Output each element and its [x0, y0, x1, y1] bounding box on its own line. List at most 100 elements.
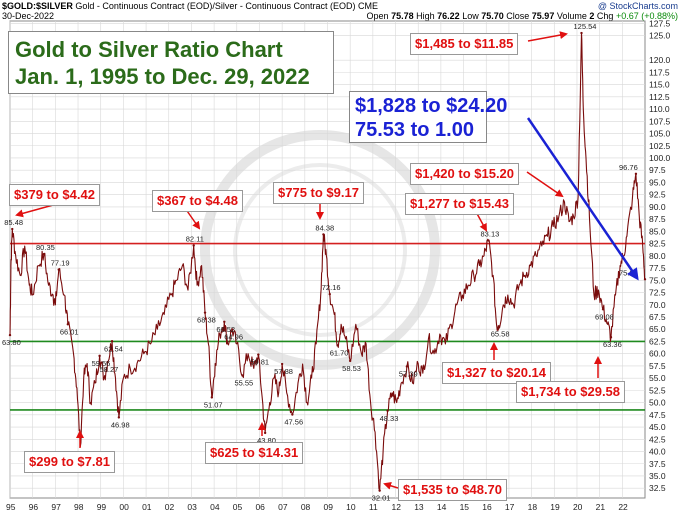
close-value: 75.97: [531, 11, 555, 21]
data-label: 65.58: [491, 329, 510, 338]
y-tick-label: 52.5: [649, 385, 666, 395]
chart-title: Gold to Silver Ratio Chart: [15, 37, 283, 62]
data-label: 64.96: [224, 332, 243, 341]
y-tick-label: 85.0: [649, 226, 666, 236]
annotation-a6: $1,277 to $15.43: [405, 193, 515, 215]
annotation-a8: $625 to $14.31: [205, 442, 304, 464]
data-point: [66, 323, 70, 326]
x-tick-label: 96: [29, 502, 39, 512]
data-point: [378, 489, 381, 492]
annotation-a7: $299 to $7.81: [24, 451, 115, 473]
current-ratio: 75.53 to 1.00: [355, 119, 474, 141]
y-tick-label: 32.5: [649, 483, 666, 493]
data-label: 83.13: [481, 230, 500, 239]
annotation-a4: $1,485 to $11.85: [410, 33, 519, 55]
y-tick-label: 35.0: [649, 471, 666, 481]
watermark-coin-icon: [200, 130, 440, 370]
annotation-a3: $775 to $9.17: [273, 182, 364, 204]
data-label: 57.39: [399, 369, 418, 378]
low-value: 75.70: [481, 11, 504, 21]
y-tick-label: 60.0: [649, 349, 666, 359]
arrow-a5: [526, 171, 564, 198]
annotation-a1: $379 to $4.42: [9, 184, 100, 206]
data-label: 85.48: [4, 218, 23, 227]
annotation-a10: $1,734 to $29.58: [516, 381, 626, 403]
data-label: 55.55: [234, 378, 253, 387]
y-tick-label: 55.0: [649, 373, 666, 383]
data-label: 32.01: [372, 494, 391, 503]
chart-subheader: 30-Dec-2022: [2, 11, 54, 21]
x-tick-label: 15: [460, 502, 470, 512]
y-tick-label: 115.0: [649, 80, 670, 90]
data-point: [601, 308, 605, 311]
y-tick-label: 75.0: [649, 275, 666, 285]
high-value: 76.22: [437, 11, 460, 21]
x-tick-label: 20: [573, 502, 583, 512]
data-point: [328, 292, 331, 296]
data-label: 58.53: [342, 364, 361, 373]
ohlc-readout: Open 75.78 High 76.22 Low 75.70 Close 75…: [366, 11, 678, 21]
x-tick-label: 22: [618, 502, 628, 512]
data-point: [117, 416, 121, 419]
y-tick-label: 95.0: [649, 177, 666, 187]
x-tick-label: 04: [210, 502, 220, 512]
data-point: [8, 333, 12, 337]
data-point: [291, 413, 294, 416]
chart-title-box: Gold to Silver Ratio Chart Jan. 1, 1995 …: [8, 31, 334, 94]
data-point: [223, 320, 226, 323]
arrow-a11: [383, 481, 399, 490]
y-tick-label: 82.5: [649, 239, 666, 249]
exchange-label: CME: [358, 1, 378, 11]
data-point: [57, 268, 60, 271]
data-point: [580, 31, 583, 35]
x-tick-label: 05: [233, 502, 243, 512]
data-point: [487, 239, 490, 242]
x-tick-label: 16: [482, 502, 492, 512]
annotation-a2: $367 to $4.48: [152, 190, 243, 212]
y-tick-label: 45.0: [649, 422, 666, 432]
x-tick-label: 01: [142, 502, 152, 512]
data-label: 47.56: [284, 418, 303, 427]
y-tick-label: 107.5: [649, 116, 671, 126]
y-tick-label: 97.5: [649, 165, 666, 175]
data-point: [241, 374, 244, 377]
y-tick-label: 72.5: [649, 288, 666, 298]
data-point: [106, 360, 109, 364]
watermark-coin-inner-icon: [233, 163, 407, 337]
data-label: 43.80: [257, 436, 276, 445]
data-point: [280, 362, 284, 366]
data-label: 69.08: [595, 312, 614, 321]
date-label: 30-Dec-2022: [2, 11, 55, 21]
x-tick-label: 21: [596, 502, 606, 512]
data-label: 48.33: [380, 414, 399, 423]
data-point: [497, 325, 500, 328]
x-tick-label: 13: [414, 502, 424, 512]
data-label: 96.76: [619, 163, 638, 172]
y-tick-label: 67.5: [649, 312, 666, 322]
y-tick-label: 77.5: [649, 263, 666, 273]
y-tick-label: 50.0: [649, 398, 666, 408]
x-tick-label: 07: [278, 502, 288, 512]
data-label: 68.38: [197, 316, 216, 325]
data-point: [322, 233, 325, 236]
x-tick-label: 19: [550, 502, 560, 512]
annotation-a9: $1,327 to $20.14: [442, 362, 552, 384]
data-point: [210, 396, 214, 399]
x-tick-label: 12: [392, 502, 402, 512]
data-point: [634, 172, 638, 176]
y-tick-label: 37.5: [649, 459, 666, 469]
y-tick-label: 42.5: [649, 434, 666, 444]
data-point: [609, 336, 613, 339]
y-tick-label: 120.0: [649, 55, 671, 65]
current-price-pair: $1,828 to $24.20: [355, 95, 508, 117]
x-tick-label: 99: [97, 502, 107, 512]
x-tick-label: 03: [187, 502, 197, 512]
data-label: 61.70: [330, 348, 349, 357]
data-label: 63.36: [603, 340, 622, 349]
x-tick-label: 00: [119, 502, 129, 512]
data-label: 59.56: [92, 359, 111, 368]
data-label: 66.01: [60, 327, 79, 336]
x-tick-label: 14: [437, 502, 447, 512]
change-value: +0.67 (+0.88%): [615, 11, 678, 21]
data-point: [386, 409, 389, 412]
